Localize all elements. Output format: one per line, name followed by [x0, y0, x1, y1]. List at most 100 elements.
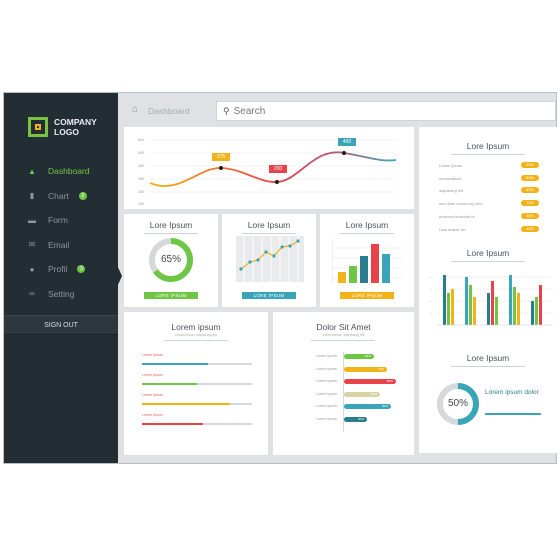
search-input[interactable] — [233, 105, 534, 117]
card-title: Lore Ipsum — [149, 220, 193, 230]
progress-fill — [142, 403, 230, 405]
progress-fill — [142, 423, 203, 425]
svg-text:—: — — [429, 311, 432, 315]
line-chart-point — [275, 180, 279, 184]
card-title: Lore Ipsum — [466, 353, 510, 363]
sign-out-button[interactable]: SIGN OUT — [4, 315, 118, 335]
y-tick: 200 — [138, 190, 144, 194]
lore-ipsum-button[interactable]: LORE IPSUM — [340, 292, 394, 299]
y-tick: 100 — [138, 202, 144, 206]
hbar-label: Lorem ipsum — [316, 404, 337, 408]
email-icon: ✉ — [28, 240, 36, 250]
donut-chart — [437, 383, 479, 425]
dashboard-window: COMPANY LOGO ▲ Dashboard ▮ Chart 2 ▬ For… — [3, 92, 557, 464]
sidebar-item-chart[interactable]: ▮ Chart 2 — [4, 184, 118, 209]
svg-text:—: — — [429, 287, 432, 291]
list-item-value: 60% — [521, 174, 539, 181]
list-item-value: 20% — [521, 162, 539, 168]
svg-text:—: — — [429, 299, 432, 303]
lore-ipsum-button[interactable]: LORE IPSUM — [144, 292, 198, 299]
hbar-value: 60% — [364, 354, 371, 358]
search-box: ⚲ — [216, 101, 556, 121]
progress-label: Lorem ipsum — [142, 393, 163, 397]
progress-bar — [142, 423, 252, 425]
hbar: 60% — [344, 354, 374, 359]
y-tick: 500 — [138, 151, 144, 155]
form-icon: ▬ — [28, 215, 36, 225]
list-item-value: 45% — [521, 225, 539, 232]
small-line-chart-card: Lore Ipsum LORE IPSUM — [222, 214, 316, 307]
card-title: Lore Ipsum — [345, 220, 389, 230]
sidebar-item-label: Profil — [48, 264, 68, 275]
hbar-value: 50% — [370, 391, 377, 396]
progress-bar — [142, 363, 252, 365]
sidebar: COMPANY LOGO ▲ Dashboard ▮ Chart 2 ▬ For… — [4, 93, 118, 463]
hbar-label: Lorem ipsum — [316, 391, 337, 396]
bar-chart — [332, 238, 402, 283]
list-item-value: 40% — [521, 187, 539, 194]
line-chart-tag: 200 — [269, 165, 287, 173]
hbar: 70% — [344, 366, 387, 372]
card-subtitle: consectetuer adipiscing elit — [174, 333, 218, 337]
profil-count-badge: 3 — [77, 265, 86, 274]
lore-ipsum-button[interactable]: LORE IPSUM — [242, 292, 296, 299]
hbar-label: Lorem ipsum — [316, 416, 337, 421]
list-item-value: 70% — [521, 200, 539, 207]
small-line-chart — [236, 236, 304, 282]
hbar: 60% — [344, 404, 391, 409]
line-chart-card: 600 500 400 300 200 100 — [124, 127, 414, 209]
list-item-label: Lorem ipsum — [439, 163, 463, 168]
hbar-label: Lorem ipsum — [316, 366, 337, 371]
bar-chart-card: Lore Ipsum LORE IPSUM — [320, 214, 414, 307]
hbar: 30% — [344, 416, 367, 422]
hbar-value: 80% — [386, 379, 393, 383]
card-title: Dolor Sit Amet — [316, 322, 371, 332]
hbar-value: 60% — [381, 404, 388, 408]
sidebar-item-setting[interactable]: ∞ Setting — [4, 282, 118, 307]
progress-card: Lorem ipsum consectetuer adipiscing elit… — [124, 312, 268, 455]
donut-value: 65% — [160, 254, 181, 265]
right-panel: Lore Ipsum Lore Ipsum — — — — Lore Ipsum 50… — [419, 127, 557, 453]
progress-label: Lorem ipsum — [142, 373, 163, 377]
card-title: Lore Ipsum — [466, 248, 510, 258]
y-tick: 600 — [138, 138, 144, 142]
logo-line-2: LOGO — [54, 127, 80, 137]
sidebar-item-profil[interactable]: ● Profil 3 — [4, 257, 118, 282]
svg-text:—: — — [429, 275, 432, 279]
logo-line-1: COMPANY — [54, 117, 97, 127]
gear-icon: ∞ — [29, 289, 35, 299]
chart-count-badge: 2 — [78, 191, 87, 200]
home-icon: ▲ — [28, 166, 36, 176]
hbar-label: Lorem ipsum — [316, 354, 337, 358]
hbar: 50% — [344, 391, 380, 397]
y-tick: 300 — [138, 177, 144, 181]
hbar-label: Lorem ipsum — [316, 379, 337, 383]
breadcrumb[interactable]: Dashboard — [148, 106, 190, 116]
line-chart-point — [342, 151, 346, 155]
sidebar-item-label: Dashboard — [48, 166, 90, 177]
progress-bar — [142, 403, 252, 405]
sidebar-nav: ▲ Dashboard ▮ Chart 2 ▬ Form ✉ Email ● P… — [4, 159, 118, 306]
sidebar-item-email[interactable]: ✉ Email — [4, 233, 118, 258]
sidebar-item-form[interactable]: ▬ Form — [4, 208, 118, 233]
donut-value: 50% — [447, 398, 468, 409]
card-title: Lore Ipsum — [247, 220, 291, 230]
list-item-label: consectetuer — [439, 175, 462, 181]
list-item-label: adipiscing elit — [439, 188, 464, 194]
line-chart-tag: 275 — [212, 153, 230, 161]
progress-fill — [142, 363, 208, 365]
sidebar-item-label: Setting — [48, 288, 75, 299]
user-icon: ● — [29, 264, 35, 274]
list-item-label: euismod tincidunt ut — [439, 213, 475, 219]
sidebar-item-label: Email — [48, 239, 70, 250]
list-item-label: Duis autem vel — [439, 226, 466, 232]
company-logo[interactable]: COMPANY LOGO — [28, 117, 97, 137]
progress-bar — [142, 383, 252, 385]
search-icon[interactable]: ⚲ — [223, 105, 230, 116]
sidebar-collapse-handle[interactable] — [116, 263, 122, 289]
home-icon[interactable]: ⌂ — [132, 104, 139, 115]
card-subtitle: consectetuer adipiscing elit — [322, 333, 365, 337]
y-tick: 400 — [138, 164, 144, 168]
line-chart-tag: 400 — [338, 138, 356, 146]
sidebar-item-dashboard[interactable]: ▲ Dashboard — [4, 159, 118, 184]
